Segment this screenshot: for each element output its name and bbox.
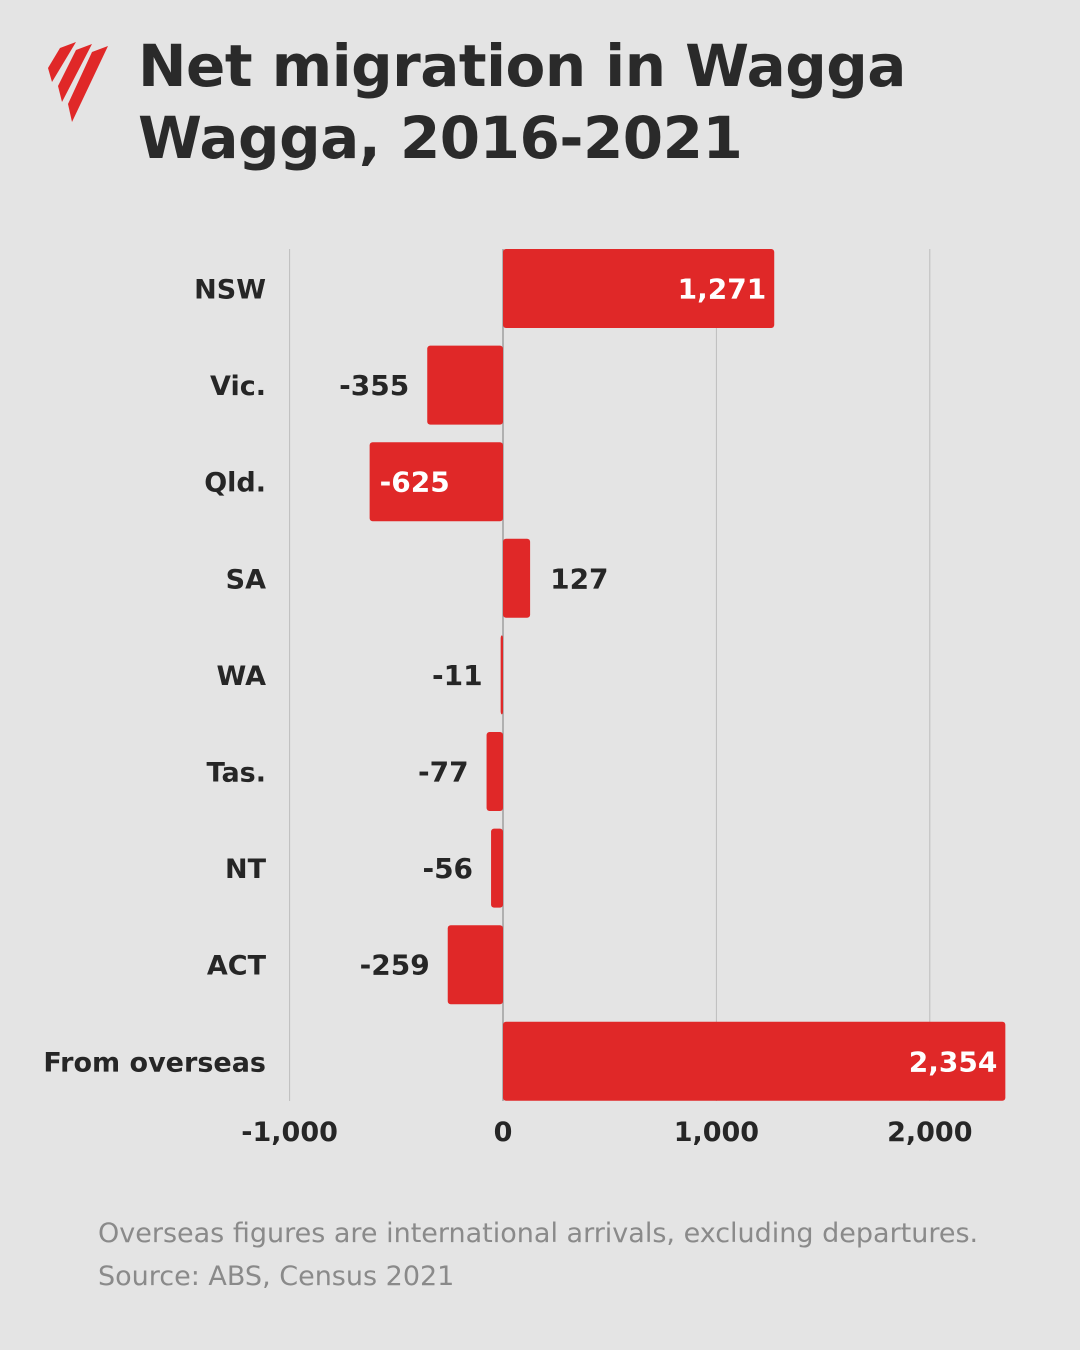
category-labels: NSW Vic. Qld. SA WA Tas. NT ACT From overseas [43,275,266,1079]
bar [500,635,503,715]
bar [369,442,503,522]
chart-title: Net migration in Wagga Wagga, 2016-2021 [138,32,906,172]
category-label: SA [226,564,266,595]
bars [369,249,1006,1101]
category-label: Qld. [204,468,266,499]
value-label: -11 [432,659,483,692]
sbs-flame-icon [48,42,108,122]
category-label: ACT [207,951,267,982]
bar [503,249,775,328]
category-label: From overseas [43,1047,266,1078]
bar [503,1021,1006,1101]
category-label: WA [217,661,267,692]
footnote-source: Source: ABS, Census 2021 [98,1261,455,1292]
category-label: NT [225,854,267,885]
x-tick-labels: -1,000 0 1,000 2,000 [241,1117,972,1148]
value-label: -625 [380,466,450,499]
footnote-note: Overseas figures are international arriv… [98,1218,979,1249]
value-label: -77 [418,756,469,789]
bar [427,345,503,425]
category-label: Tas. [207,758,266,789]
x-tick-label: 2,000 [887,1117,972,1148]
category-label: NSW [194,275,266,306]
value-label: -259 [360,949,430,982]
bar-chart: NSW Vic. Qld. SA WA Tas. NT ACT From overseas 1,… [43,249,1006,1148]
bar [486,732,503,811]
value-labels: 1,271 -355 -625 127 -11 -77 -56 -259 2,354 [339,273,997,1079]
x-tick-label: -1,000 [241,1117,338,1148]
x-tick-label: 0 [494,1117,513,1148]
x-tick-label: 1,000 [674,1117,759,1148]
bar [447,925,503,1005]
bar [491,828,503,908]
bar [503,538,531,618]
value-label: -355 [339,369,409,402]
footnote: Overseas figures are international arriv… [98,1212,1058,1298]
value-label: 1,271 [678,273,767,306]
category-label: Vic. [210,371,266,402]
value-label: -56 [422,852,473,885]
value-label: 127 [550,562,608,595]
value-label: 2,354 [909,1045,998,1078]
